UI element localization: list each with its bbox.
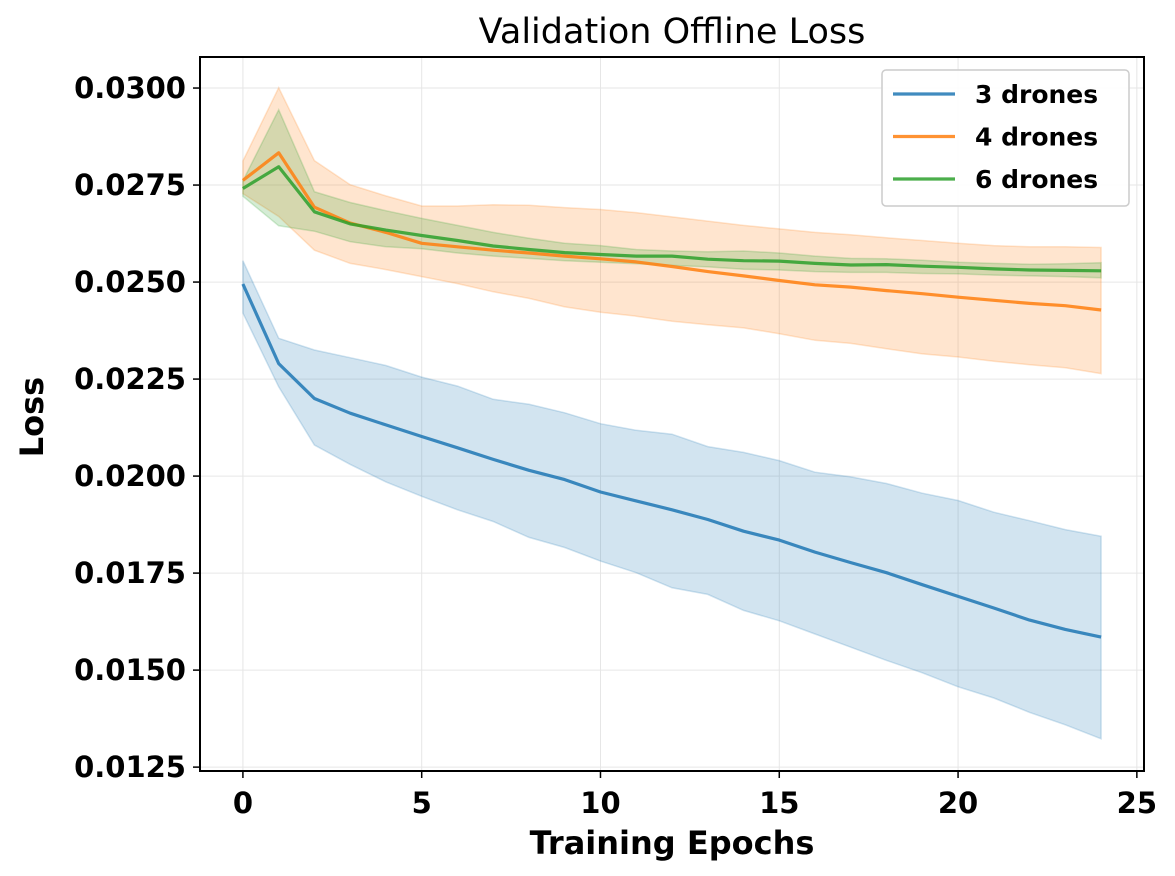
x-tick-label: 0 <box>233 786 253 820</box>
x-tick-label: 10 <box>580 786 620 820</box>
legend: 3 drones 4 drones 6 drones <box>881 69 1130 207</box>
chart-title: Validation Offline Loss <box>479 12 866 52</box>
legend-label: 3 drones <box>975 80 1098 109</box>
legend-label: 4 drones <box>975 123 1098 152</box>
y-axis: 0.0125 0.0150 0.0175 0.0200 0.0225 0.0250 0.02… <box>74 71 200 784</box>
band-6-drones <box>242 108 1102 279</box>
y-tick-label: 0.0225 <box>74 362 186 396</box>
y-axis-label: Loss <box>13 377 51 457</box>
x-tick-label: 25 <box>1117 786 1157 820</box>
y-tick-label: 0.0175 <box>74 556 186 590</box>
y-tick-label: 0.0125 <box>74 750 186 784</box>
series-lines <box>241 151 1102 639</box>
plot-frame <box>199 56 1145 772</box>
x-tick-label: 5 <box>412 786 432 820</box>
confidence-bands <box>242 85 1102 740</box>
y-tick-label: 0.0250 <box>74 265 186 299</box>
y-tick-label: 0.0200 <box>74 459 186 493</box>
band-4-drones <box>242 85 1102 375</box>
line-4-drones <box>241 151 1102 312</box>
legend-label: 6 drones <box>975 165 1098 194</box>
legend-frame <box>881 69 1130 207</box>
x-axis: 0 5 10 15 20 25 <box>233 771 1157 820</box>
band-3-drones <box>242 260 1102 740</box>
x-axis-label: Training Epochs <box>530 824 815 862</box>
line-3-drones <box>241 283 1102 639</box>
y-tick-label: 0.0300 <box>74 71 186 105</box>
grid <box>200 57 1144 771</box>
y-tick-label: 0.0150 <box>74 653 186 687</box>
y-tick-label: 0.0275 <box>74 168 186 202</box>
x-tick-label: 15 <box>759 786 799 820</box>
x-tick-label: 20 <box>938 786 978 820</box>
line-6-drones <box>242 165 1102 273</box>
